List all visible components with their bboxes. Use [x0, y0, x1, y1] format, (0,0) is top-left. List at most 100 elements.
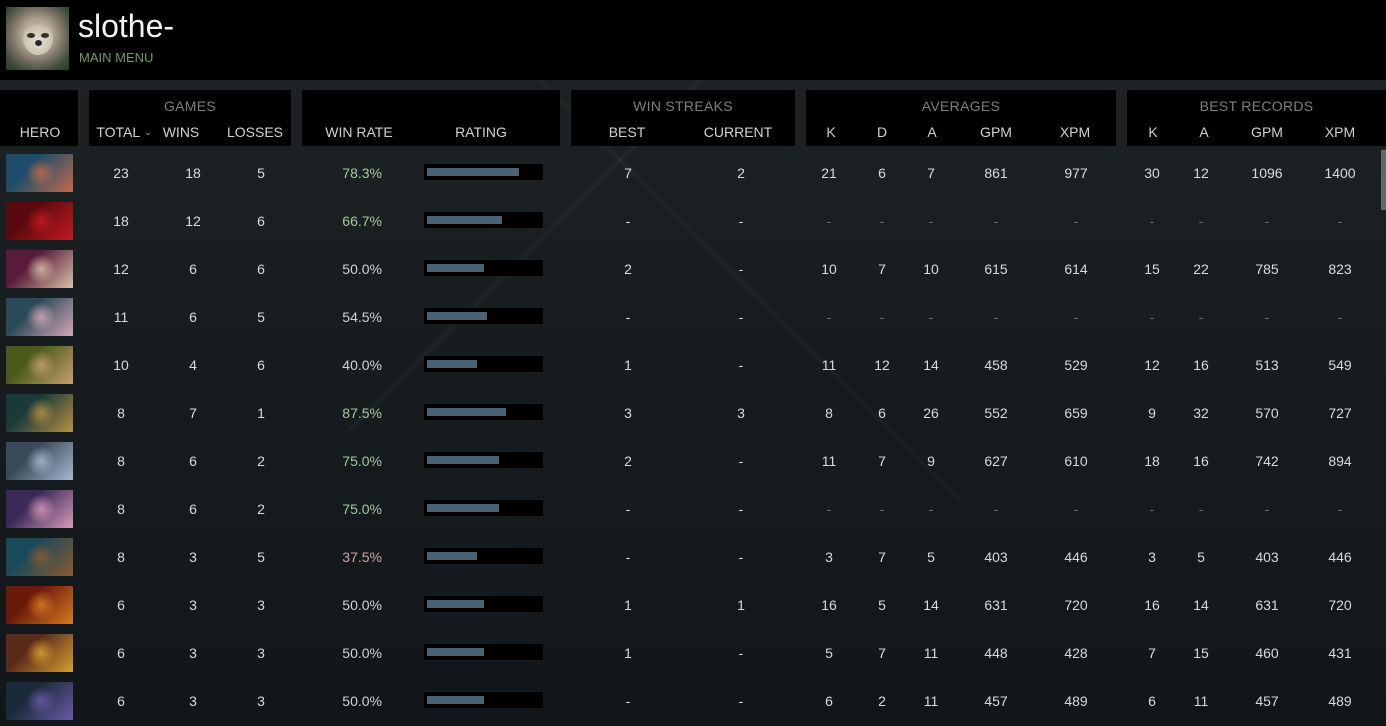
- hero-portrait-icon[interactable]: [6, 394, 73, 432]
- hero-portrait-icon[interactable]: [6, 490, 73, 528]
- hero-portrait-icon[interactable]: [6, 634, 73, 672]
- hero-portrait-icon[interactable]: [6, 346, 73, 384]
- hero-portrait-icon[interactable]: [6, 682, 73, 720]
- cell-rec-gpm: 785: [1255, 261, 1279, 277]
- cell-games-losses: 6: [257, 261, 265, 277]
- cell-streak-current: -: [738, 549, 744, 565]
- rating-bar: [424, 260, 543, 276]
- col-rec-xpm[interactable]: XPM: [1324, 124, 1356, 140]
- hero-row[interactable]: 18 12 6 - - - - - - - - - - - 66.7%: [0, 198, 1380, 246]
- col-avg-xpm[interactable]: XPM: [1059, 124, 1091, 140]
- col-best-streak[interactable]: BEST: [608, 124, 646, 140]
- cell-rec-xpm: 823: [1328, 261, 1352, 277]
- rating-bar: [424, 308, 543, 324]
- cell-avg-k: 16: [821, 597, 837, 613]
- cell-win-rate: 75.0%: [342, 453, 382, 469]
- col-avg-a[interactable]: A: [927, 124, 937, 140]
- cell-rec-k: 6: [1148, 693, 1156, 709]
- cell-avg-d: 7: [878, 645, 886, 661]
- hero-portrait-icon[interactable]: [6, 154, 73, 192]
- cell-avg-k: -: [826, 501, 832, 517]
- cell-avg-xpm: 720: [1064, 597, 1088, 613]
- col-avg-gpm[interactable]: GPM: [980, 124, 1012, 140]
- hero-row[interactable]: 10 4 6 1 - 11 12 14 458 529 12 16 513 549 40.0%: [0, 342, 1380, 390]
- cell-streak-current: -: [738, 501, 744, 517]
- hero-row[interactable]: 6 3 3 1 1 16 5 14 631 720 16 14 631 720 50.0%: [0, 582, 1380, 630]
- cell-avg-k: 8: [825, 405, 833, 421]
- hero-row[interactable]: 8 7 1 3 3 8 6 26 552 659 9 32 570 727 87.5%: [0, 390, 1380, 438]
- cell-games-losses: 3: [257, 597, 265, 613]
- cell-rec-k: -: [1149, 309, 1155, 325]
- cell-games-wins: 7: [189, 405, 197, 421]
- cell-avg-gpm: 552: [984, 405, 1008, 421]
- portrait-highlight: [26, 494, 56, 524]
- col-total[interactable]: TOTAL ⌄: [96, 124, 151, 140]
- col-avg-k[interactable]: K: [826, 124, 836, 140]
- col-rec-a[interactable]: A: [1199, 124, 1209, 140]
- col-wins[interactable]: WINS: [162, 124, 200, 140]
- cell-avg-d: 6: [878, 405, 886, 421]
- col-rec-k[interactable]: K: [1148, 124, 1158, 140]
- avatar-nose: [35, 40, 42, 46]
- hero-row[interactable]: 6 3 3 - - 6 2 11 457 489 6 11 457 489 50.0%: [0, 678, 1380, 726]
- hero-portrait-icon[interactable]: [6, 442, 73, 480]
- col-rec-gpm[interactable]: GPM: [1251, 124, 1283, 140]
- hero-portrait-icon[interactable]: [6, 202, 73, 240]
- col-winrate[interactable]: WIN RATE: [325, 124, 393, 140]
- rating-bar: [424, 404, 543, 420]
- hero-row[interactable]: 8 3 5 - - 3 7 5 403 446 3 5 403 446 37.5%: [0, 534, 1380, 582]
- chevron-down-icon: ⌄: [144, 127, 152, 137]
- portrait-highlight: [26, 398, 56, 428]
- rating-bar: [424, 692, 543, 708]
- cell-streak-best: -: [625, 213, 631, 229]
- cell-avg-a: 11: [923, 645, 939, 661]
- col-avg-d[interactable]: D: [876, 124, 888, 140]
- cell-rec-gpm: 1096: [1251, 165, 1283, 181]
- scrollbar-thumb[interactable]: [1381, 150, 1386, 210]
- portrait-highlight: [26, 590, 56, 620]
- col-hero[interactable]: HERO: [19, 124, 61, 140]
- cell-avg-a: 11: [923, 693, 939, 709]
- col-current-streak[interactable]: CURRENT: [703, 124, 773, 140]
- col-losses[interactable]: LOSSES: [226, 124, 284, 140]
- cell-rec-xpm: 720: [1328, 597, 1352, 613]
- hero-portrait-icon[interactable]: [6, 298, 73, 336]
- cell-avg-k: 5: [825, 645, 833, 661]
- hero-row[interactable]: 8 6 2 2 - 11 7 9 627 610 18 16 742 894 75.0%: [0, 438, 1380, 486]
- hero-row[interactable]: 12 6 6 2 - 10 7 10 615 614 15 22 785 823 50.0%: [0, 246, 1380, 294]
- cell-rec-a: -: [1198, 309, 1204, 325]
- cell-win-rate: 66.7%: [342, 213, 382, 229]
- cell-rec-xpm: -: [1337, 213, 1343, 229]
- cell-rec-gpm: -: [1264, 501, 1270, 517]
- cell-avg-d: 6: [878, 165, 886, 181]
- cell-rec-k: 18: [1144, 453, 1160, 469]
- cell-avg-xpm: 977: [1064, 165, 1088, 181]
- cell-avg-gpm: 403: [984, 549, 1008, 565]
- cell-rec-a: 22: [1193, 261, 1209, 277]
- cell-win-rate: 50.0%: [342, 693, 382, 709]
- hero-portrait-icon[interactable]: [6, 538, 73, 576]
- hero-portrait-icon[interactable]: [6, 250, 73, 288]
- hero-row[interactable]: 23 18 5 7 2 21 6 7 861 977 30 12 1096 1400 78.3%: [0, 150, 1380, 198]
- cell-avg-a: -: [928, 213, 934, 229]
- cell-avg-k: 21: [821, 165, 837, 181]
- cell-avg-gpm: 458: [984, 357, 1008, 373]
- main-menu-link[interactable]: MAIN MENU: [79, 50, 154, 65]
- cell-games-losses: 5: [257, 549, 265, 565]
- avatar[interactable]: [6, 7, 69, 70]
- rating-bar: [424, 500, 543, 516]
- hero-row[interactable]: 8 6 2 - - - - - - - - - - - 75.0%: [0, 486, 1380, 534]
- cell-rec-a: 5: [1197, 549, 1205, 565]
- cell-avg-xpm: -: [1073, 309, 1079, 325]
- cell-rec-xpm: -: [1337, 501, 1343, 517]
- col-rating[interactable]: RATING: [455, 124, 507, 140]
- rating-bar-fill: [427, 312, 487, 320]
- hero-row[interactable]: 6 3 3 1 - 5 7 11 448 428 7 15 460 431 50.0%: [0, 630, 1380, 678]
- hero-row[interactable]: 11 6 5 - - - - - - - - - - - 54.5%: [0, 294, 1380, 342]
- hero-portrait-icon[interactable]: [6, 586, 73, 624]
- cell-games-wins: 3: [189, 693, 197, 709]
- cell-games-total: 8: [117, 453, 125, 469]
- cell-avg-a: 9: [927, 453, 935, 469]
- cell-avg-gpm: 631: [984, 597, 1008, 613]
- cell-games-wins: 6: [189, 261, 197, 277]
